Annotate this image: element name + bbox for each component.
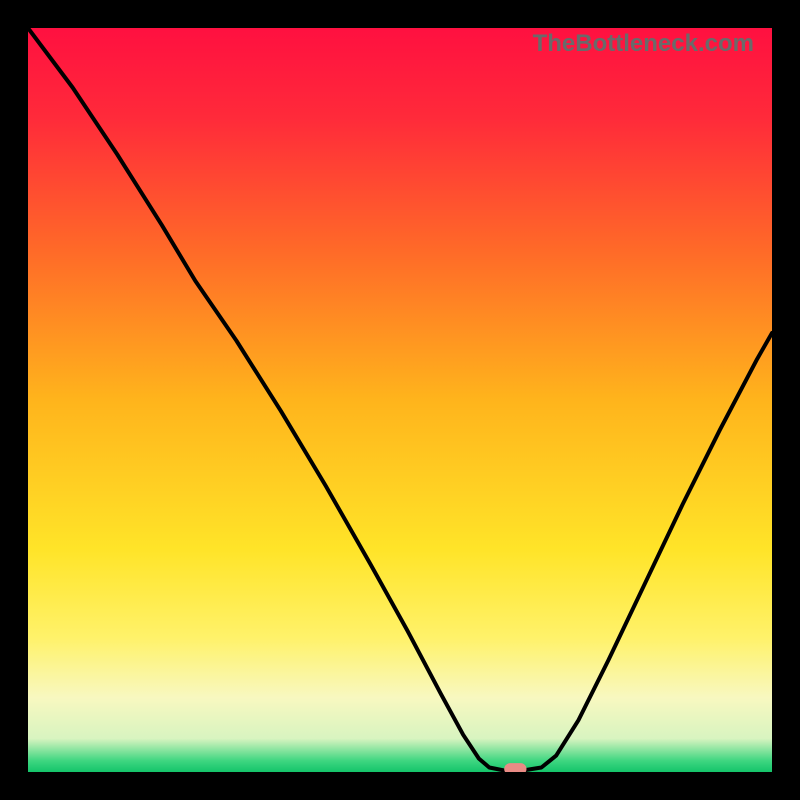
- curve-overlay: [28, 28, 772, 772]
- watermark-text: TheBottleneck.com: [533, 30, 754, 58]
- bottleneck-curve: [28, 28, 772, 771]
- chart-frame: TheBottleneck.com: [0, 0, 800, 800]
- plot-area: [28, 28, 772, 772]
- optimal-marker: [504, 763, 526, 772]
